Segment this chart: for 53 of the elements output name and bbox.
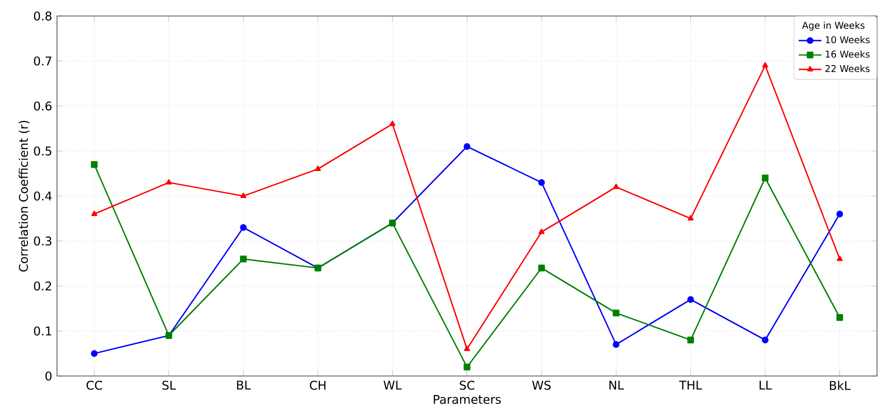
point [464,143,470,150]
point [687,336,694,344]
x-tick-label: NL [609,380,624,390]
point [464,346,470,351]
y-tick-label: 0 [45,371,52,381]
point [538,228,545,234]
point [762,336,769,344]
point [762,174,769,182]
point [240,192,246,198]
x-axis-title: Parameters [434,394,501,404]
x-tick-label: SC [460,380,474,390]
x-tick-label: THL [679,380,702,390]
point [836,210,844,218]
point [612,341,620,348]
x-tick-label: CC [86,380,102,390]
x-tick-label: BL [237,380,251,390]
y-axis-title: Correlation Coefficient (r) [18,120,30,272]
legend-label: 16 Weeks [826,50,870,58]
point [836,314,844,321]
point [90,350,98,357]
y-tick-label: 0.2 [34,281,52,291]
y-tick-label: 0.4 [34,191,52,201]
point [166,179,172,185]
y-tick-label: 0.5 [34,146,52,156]
y-tick-label: 0.8 [34,11,52,21]
point [612,310,620,316]
y-tick-label: 0.7 [34,56,52,66]
x-tick-label: WS [532,380,551,390]
point [314,166,321,172]
point [538,264,545,272]
point [538,179,545,186]
point [836,256,843,262]
point [688,215,694,221]
point [240,224,247,231]
point [762,62,768,68]
legend-title: Age in Weeks [802,22,865,31]
legend-label: 10 Weeks [826,36,870,44]
point [389,120,396,126]
x-tick-label: CH [310,380,326,390]
point [240,256,247,262]
point [90,161,98,168]
x-tick-label: SL [162,380,176,390]
y-tick-label: 0.3 [34,236,52,246]
legend-label: 22 Weeks [825,64,870,72]
y-tick-label: 0.1 [34,326,52,336]
point [91,210,98,216]
x-tick-label: LL [760,380,772,390]
x-tick-label: WL [384,380,402,390]
y-tick-label: 0.6 [34,101,52,111]
point [613,184,620,190]
x-tick-label: BkL [830,380,851,390]
point [687,296,694,303]
point [464,364,470,370]
